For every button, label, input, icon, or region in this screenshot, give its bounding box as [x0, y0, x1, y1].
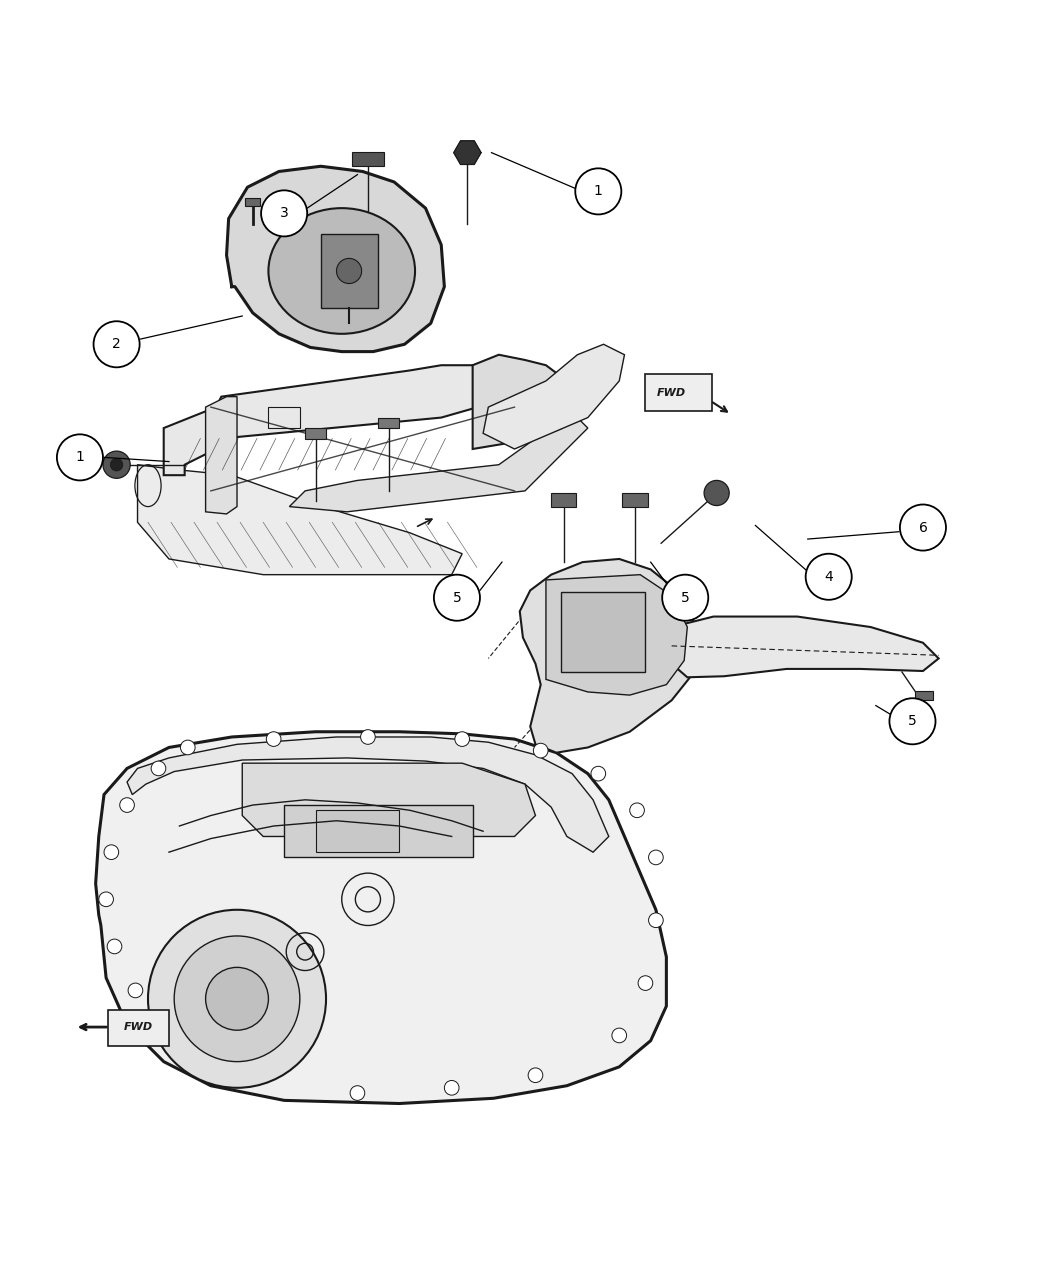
FancyBboxPatch shape — [108, 1010, 169, 1046]
Text: FWD: FWD — [657, 389, 686, 399]
Circle shape — [151, 761, 166, 775]
FancyBboxPatch shape — [352, 152, 383, 166]
FancyBboxPatch shape — [285, 805, 472, 857]
FancyBboxPatch shape — [316, 811, 399, 852]
Circle shape — [705, 481, 729, 506]
Circle shape — [591, 766, 606, 782]
Polygon shape — [672, 617, 939, 677]
Polygon shape — [290, 412, 588, 511]
Polygon shape — [138, 464, 462, 575]
Circle shape — [805, 553, 852, 599]
Circle shape — [444, 1080, 459, 1095]
Text: FWD: FWD — [124, 1023, 153, 1031]
Circle shape — [649, 913, 664, 928]
Text: 1: 1 — [594, 185, 603, 199]
Circle shape — [612, 1028, 627, 1043]
Text: 5: 5 — [680, 590, 690, 604]
Circle shape — [336, 259, 361, 283]
Circle shape — [638, 975, 653, 991]
Circle shape — [575, 168, 622, 214]
Polygon shape — [472, 354, 572, 449]
Polygon shape — [454, 140, 481, 164]
Circle shape — [434, 575, 480, 621]
Circle shape — [128, 983, 143, 998]
Text: 5: 5 — [453, 590, 461, 604]
Polygon shape — [206, 397, 237, 514]
Circle shape — [261, 190, 308, 236]
FancyBboxPatch shape — [646, 374, 713, 412]
Polygon shape — [127, 737, 609, 852]
FancyBboxPatch shape — [915, 691, 933, 700]
Circle shape — [104, 845, 119, 859]
Ellipse shape — [269, 208, 415, 334]
Circle shape — [103, 451, 130, 478]
Text: 4: 4 — [824, 570, 833, 584]
Text: 2: 2 — [112, 338, 121, 352]
Circle shape — [110, 459, 123, 470]
Circle shape — [107, 940, 122, 954]
FancyBboxPatch shape — [551, 493, 576, 506]
Circle shape — [455, 732, 469, 746]
Polygon shape — [96, 732, 667, 1104]
FancyBboxPatch shape — [246, 198, 260, 207]
Text: 1: 1 — [76, 450, 84, 464]
FancyBboxPatch shape — [561, 593, 646, 672]
Circle shape — [99, 892, 113, 907]
Circle shape — [148, 910, 327, 1088]
FancyBboxPatch shape — [378, 418, 399, 428]
Circle shape — [533, 743, 548, 757]
Text: 6: 6 — [919, 520, 927, 534]
FancyBboxPatch shape — [623, 493, 648, 506]
Circle shape — [93, 321, 140, 367]
Circle shape — [120, 798, 134, 812]
Circle shape — [900, 505, 946, 551]
Polygon shape — [520, 558, 698, 752]
Circle shape — [649, 850, 664, 864]
Circle shape — [57, 435, 103, 481]
Polygon shape — [243, 764, 536, 836]
Polygon shape — [321, 235, 378, 307]
Polygon shape — [164, 365, 478, 476]
Circle shape — [350, 1086, 364, 1100]
Circle shape — [360, 729, 375, 745]
Circle shape — [206, 968, 269, 1030]
Circle shape — [889, 699, 936, 745]
Circle shape — [528, 1068, 543, 1082]
Polygon shape — [546, 575, 688, 695]
Circle shape — [181, 740, 195, 755]
Text: 5: 5 — [908, 714, 917, 728]
Polygon shape — [483, 344, 625, 449]
Circle shape — [630, 803, 645, 817]
Text: 3: 3 — [279, 207, 289, 221]
Polygon shape — [227, 166, 444, 352]
Circle shape — [267, 732, 281, 746]
FancyBboxPatch shape — [306, 428, 327, 439]
Circle shape — [174, 936, 300, 1062]
Circle shape — [663, 575, 709, 621]
